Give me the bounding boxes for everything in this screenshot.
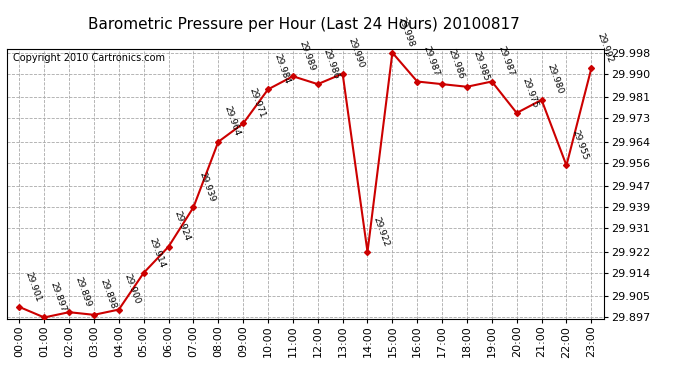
Text: 29.986: 29.986 <box>446 47 466 80</box>
Text: Barometric Pressure per Hour (Last 24 Hours) 20100817: Barometric Pressure per Hour (Last 24 Ho… <box>88 17 520 32</box>
Text: 29.975: 29.975 <box>521 76 540 109</box>
Text: 29.964: 29.964 <box>222 105 242 138</box>
Text: 29.989: 29.989 <box>297 39 316 72</box>
Text: 29.985: 29.985 <box>471 50 491 82</box>
Text: 29.986: 29.986 <box>322 47 341 80</box>
Text: 29.971: 29.971 <box>247 87 266 119</box>
Text: 29.924: 29.924 <box>172 210 192 243</box>
Text: 29.901: 29.901 <box>23 270 43 303</box>
Text: 29.990: 29.990 <box>347 37 366 69</box>
Text: 29.987: 29.987 <box>496 45 515 77</box>
Text: 29.984: 29.984 <box>272 53 291 85</box>
Text: 29.955: 29.955 <box>571 129 590 161</box>
Text: 29.897: 29.897 <box>48 280 68 313</box>
Text: 29.922: 29.922 <box>372 215 391 248</box>
Text: 29.939: 29.939 <box>197 171 217 203</box>
Text: 29.980: 29.980 <box>546 63 565 96</box>
Text: 29.898: 29.898 <box>98 278 117 310</box>
Text: 29.998: 29.998 <box>397 16 416 48</box>
Text: 29.900: 29.900 <box>123 273 142 305</box>
Text: Copyright 2010 Cartronics.com: Copyright 2010 Cartronics.com <box>13 53 165 63</box>
Text: 29.992: 29.992 <box>595 32 615 64</box>
Text: 29.914: 29.914 <box>148 236 167 269</box>
Text: 29.899: 29.899 <box>73 275 92 308</box>
Text: 29.987: 29.987 <box>422 45 441 77</box>
